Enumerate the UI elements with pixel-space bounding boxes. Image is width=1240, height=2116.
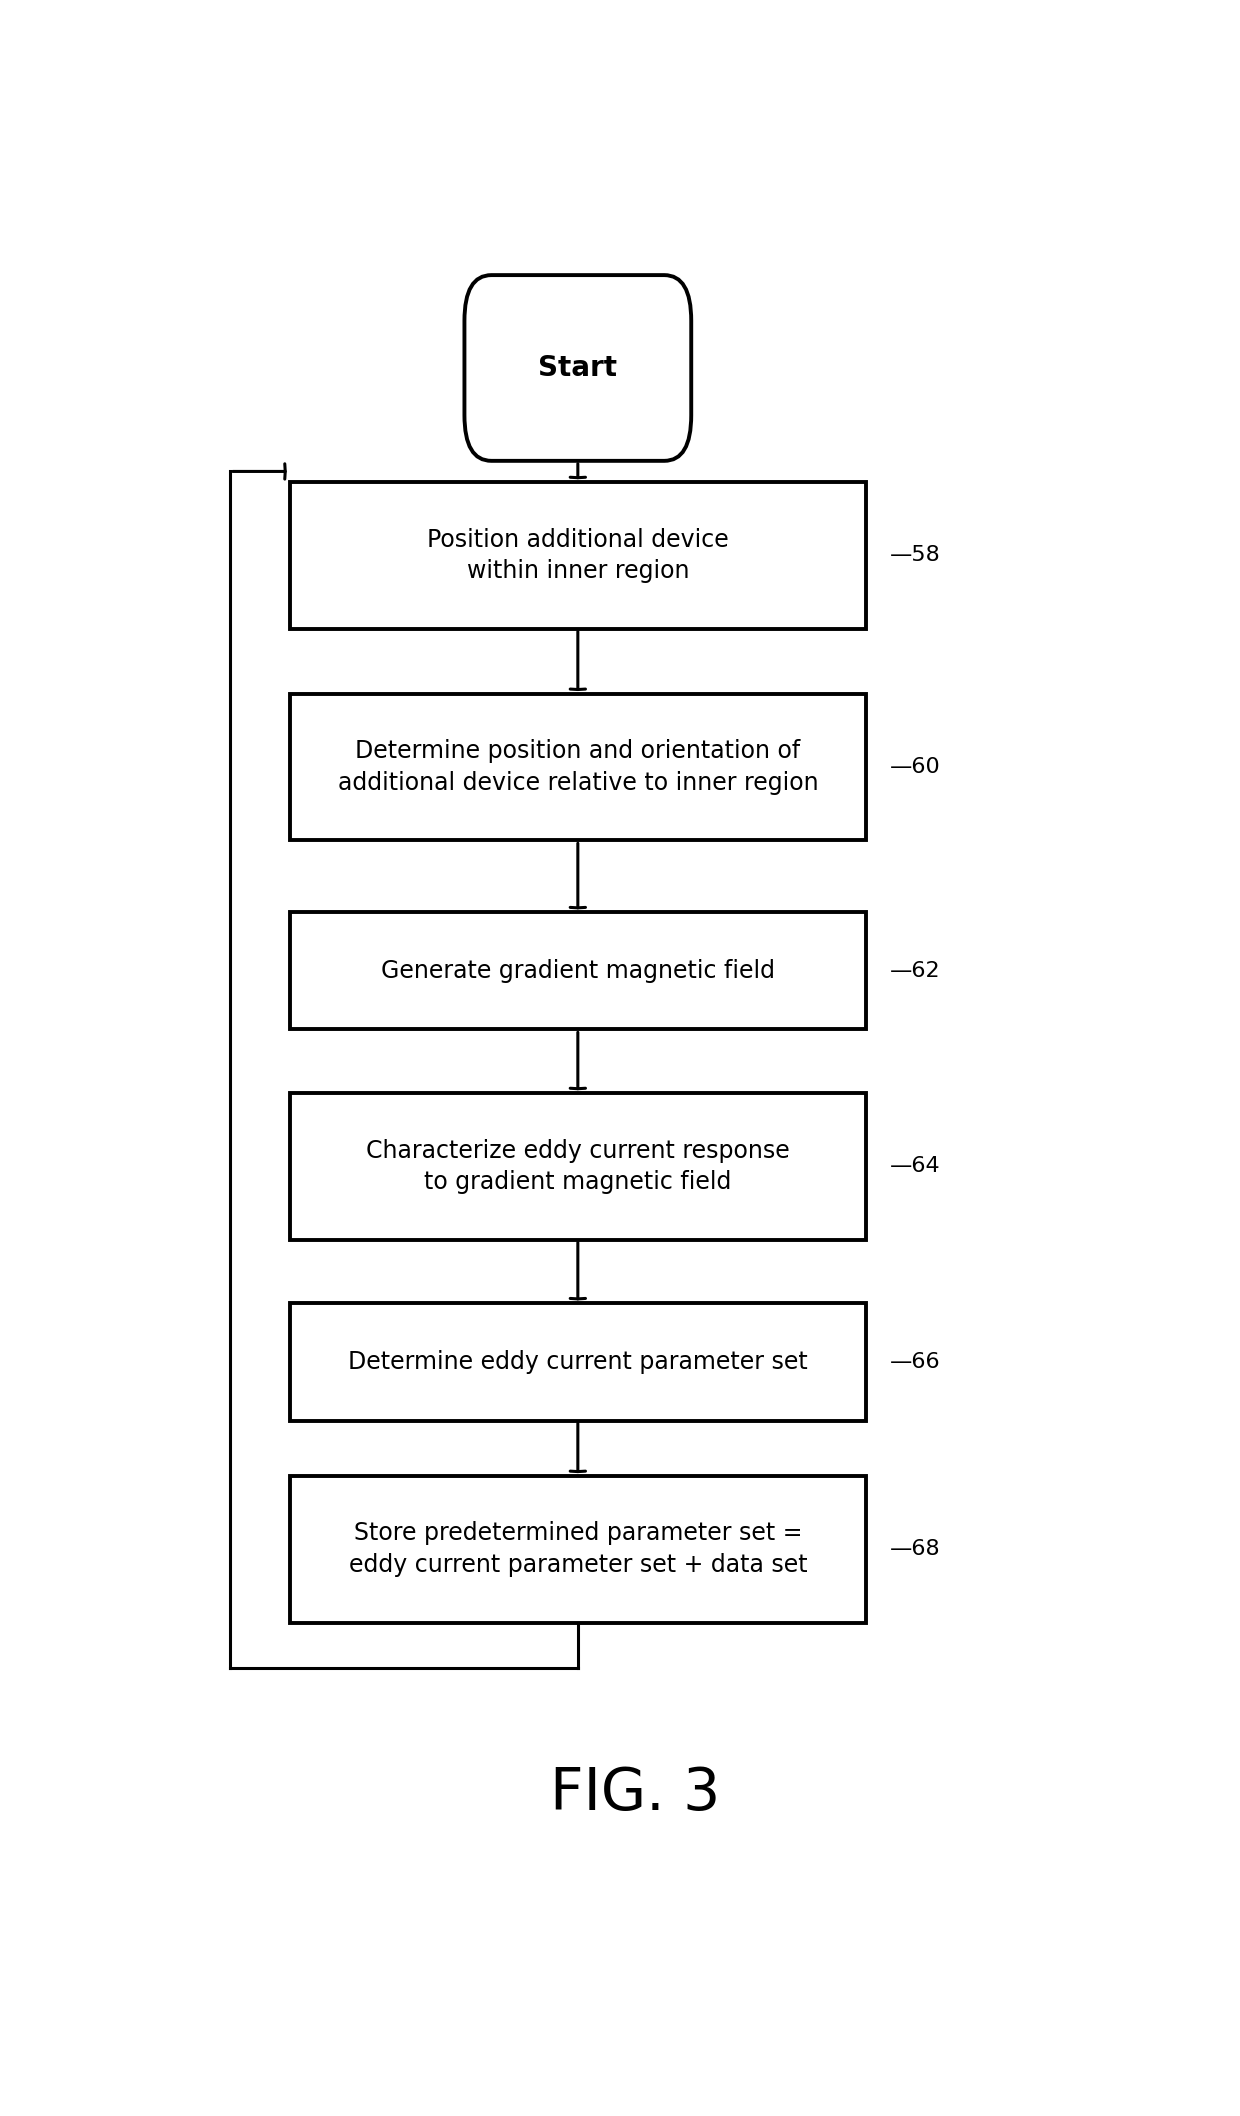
- Bar: [290, 912, 867, 1030]
- Text: Start: Start: [538, 353, 618, 383]
- Text: —68: —68: [890, 1538, 941, 1559]
- Text: —62: —62: [890, 961, 941, 982]
- Text: Generate gradient magnetic field: Generate gradient magnetic field: [381, 959, 775, 982]
- Bar: [290, 482, 867, 628]
- Text: —58: —58: [890, 546, 941, 565]
- Text: Determine position and orientation of
additional device relative to inner region: Determine position and orientation of ad…: [337, 738, 818, 796]
- Bar: [290, 1477, 867, 1623]
- FancyBboxPatch shape: [465, 275, 691, 461]
- Text: Position additional device
within inner region: Position additional device within inner …: [427, 527, 729, 584]
- Bar: [290, 1303, 867, 1420]
- Text: —64: —64: [890, 1155, 941, 1176]
- Bar: [290, 694, 867, 840]
- Text: —66: —66: [890, 1352, 941, 1371]
- Bar: [290, 1094, 867, 1240]
- Text: Determine eddy current parameter set: Determine eddy current parameter set: [348, 1350, 807, 1373]
- Text: —60: —60: [890, 758, 941, 777]
- Text: FIG. 3: FIG. 3: [551, 1765, 720, 1822]
- Text: Store predetermined parameter set =
eddy current parameter set + data set: Store predetermined parameter set = eddy…: [348, 1521, 807, 1576]
- Text: Characterize eddy current response
to gradient magnetic field: Characterize eddy current response to gr…: [366, 1138, 790, 1193]
